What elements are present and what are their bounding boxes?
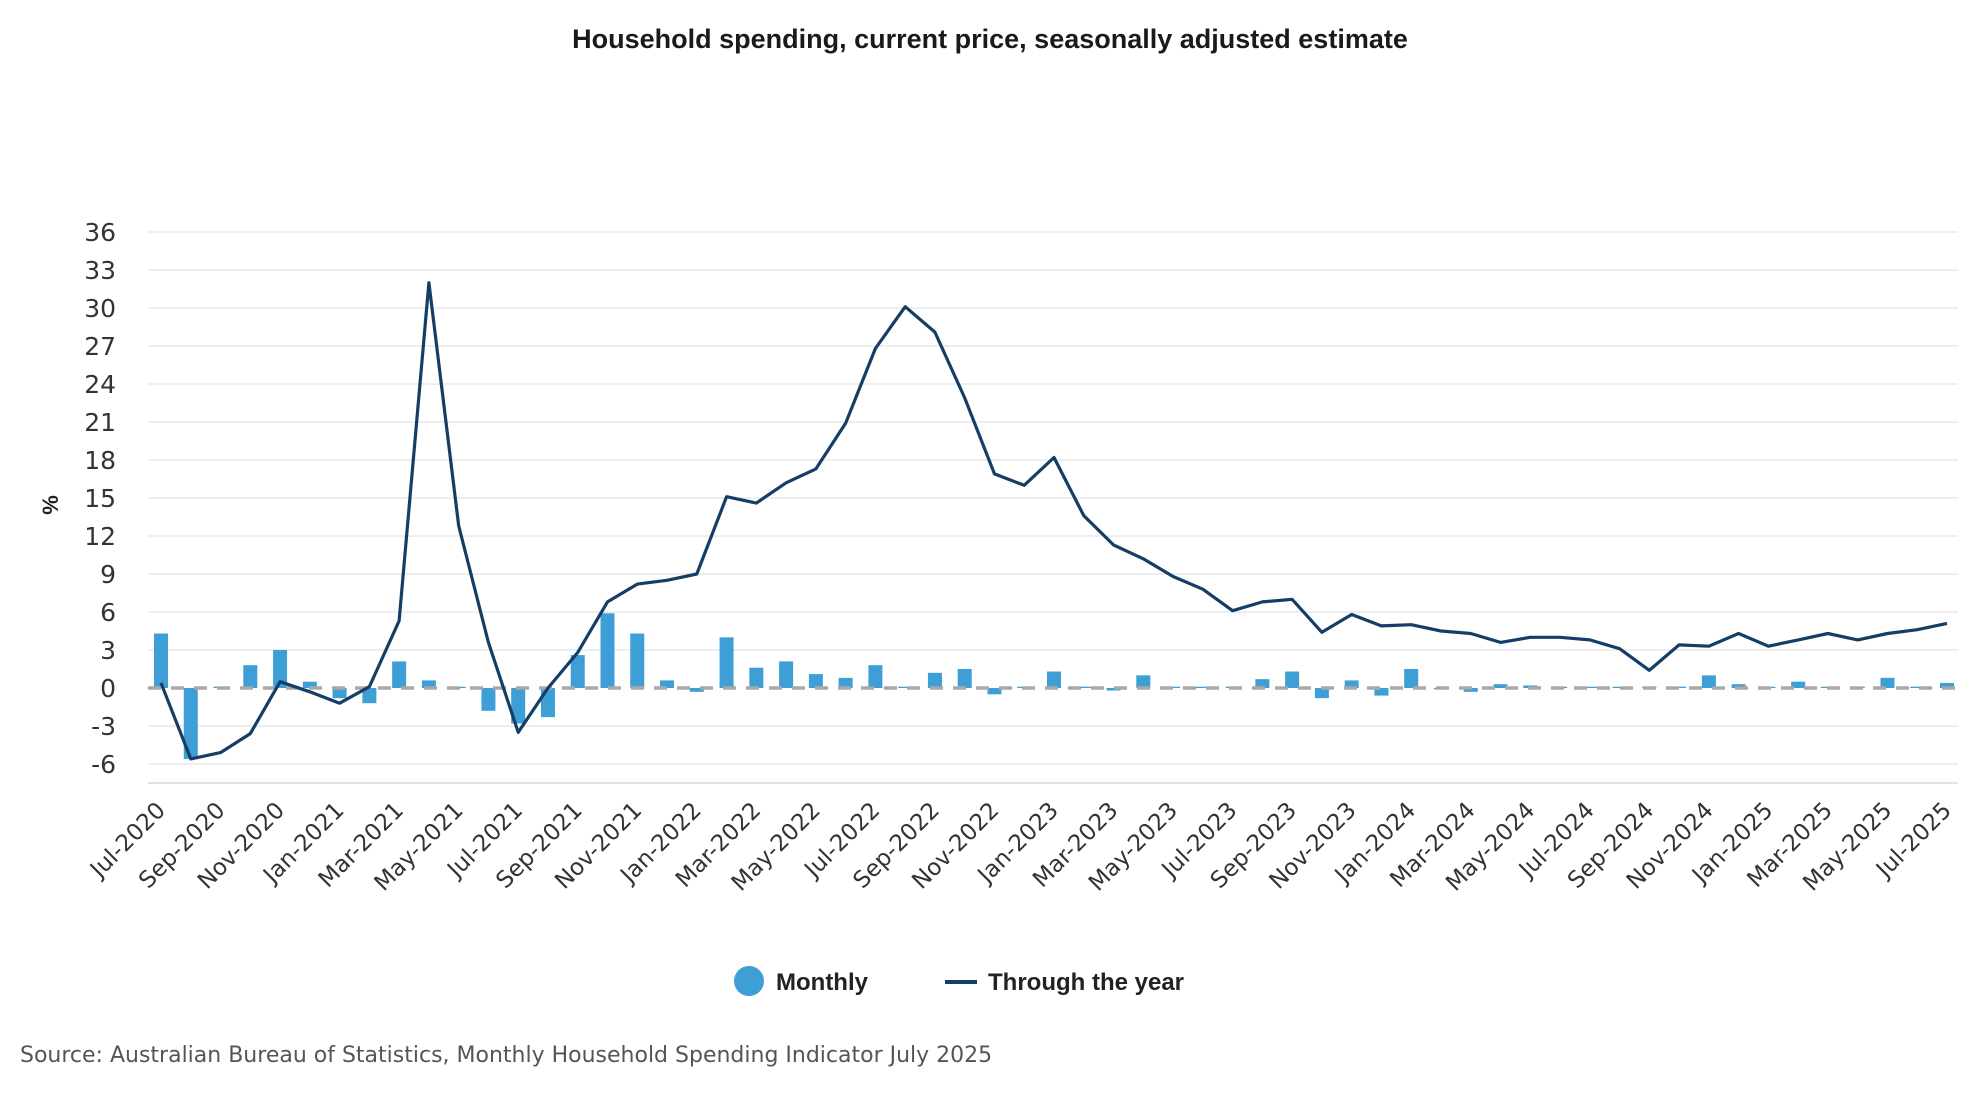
gridlines (148, 231, 1958, 784)
monthly-bar (540, 688, 555, 718)
y-tick-label: 9 (100, 560, 116, 589)
legend-monthly-marker (734, 966, 764, 996)
monthly-bar (987, 688, 1002, 695)
through-the-year-line (159, 281, 1948, 761)
y-tick-label: 6 (100, 598, 116, 627)
monthly-bar (1463, 688, 1478, 692)
y-tick-label: 12 (84, 522, 116, 551)
monthly-bar (957, 669, 972, 688)
monthly-bar (1493, 684, 1508, 688)
monthly-bar (1314, 688, 1329, 699)
monthly-bar (1791, 681, 1806, 688)
monthly-bar (570, 655, 585, 688)
y-tick-label: 24 (84, 370, 116, 399)
monthly-bar (1344, 680, 1359, 688)
monthly-bar (838, 677, 853, 688)
y-tick-label: 21 (84, 408, 116, 437)
monthly-bar (1076, 686, 1091, 688)
monthly-bar (1880, 677, 1895, 688)
y-tick-label: 3 (100, 636, 116, 665)
through-the-year-line-group (159, 281, 1948, 761)
monthly-bar (1672, 686, 1687, 688)
monthly-bar (1195, 686, 1210, 688)
monthly-bar (243, 665, 258, 688)
y-tick-label: 18 (84, 446, 116, 475)
legend: Monthly Through the year (734, 966, 1184, 996)
y-tick-label: 30 (84, 294, 116, 323)
monthly-bar (421, 680, 436, 688)
chart-title: Household spending, current price, seaso… (572, 24, 1408, 54)
monthly-bar (1374, 688, 1389, 696)
monthly-bar (1731, 684, 1746, 688)
legend-monthly-label: Monthly (776, 969, 869, 996)
monthly-bar (749, 667, 764, 688)
monthly-bar (1404, 669, 1419, 688)
monthly-bar (154, 633, 168, 688)
monthly-bar (719, 637, 734, 688)
monthly-bar (183, 688, 198, 759)
y-tick-label: 15 (84, 484, 116, 513)
monthly-bar (689, 688, 704, 692)
monthly-bar (511, 688, 526, 724)
y-tick-label: 0 (100, 674, 116, 703)
monthly-bar (660, 680, 675, 688)
monthly-bar (630, 633, 645, 688)
monthly-bar (1582, 686, 1597, 688)
monthly-bar (273, 650, 288, 688)
monthly-bar (1910, 686, 1925, 688)
monthly-bar (1106, 688, 1121, 691)
monthly-bar (1136, 675, 1151, 688)
monthly-bar (868, 665, 883, 688)
x-axis-ticks: Jul-2020Sep-2020Nov-2020Jan-2021Mar-2021… (84, 798, 1957, 897)
monthly-bar (808, 674, 823, 688)
monthly-bar (1047, 671, 1061, 688)
monthly-bar (332, 688, 347, 699)
monthly-bar (1940, 682, 1954, 688)
monthly-bars (154, 613, 1954, 759)
monthly-bar (600, 613, 615, 688)
monthly-bar (1612, 686, 1627, 688)
y-tick-label: 33 (84, 256, 116, 285)
source-note: Source: Australian Bureau of Statistics,… (20, 1043, 992, 1068)
monthly-bar (302, 681, 317, 688)
y-tick-label: -6 (91, 750, 116, 779)
y-tick-label: -3 (91, 712, 116, 741)
monthly-bar (362, 688, 377, 704)
monthly-bar (779, 661, 794, 688)
y-tick-label: 27 (84, 332, 116, 361)
monthly-bar (392, 661, 407, 688)
monthly-bar (927, 672, 942, 688)
y-axis-label: % (38, 495, 63, 515)
monthly-bar (1255, 679, 1270, 688)
monthly-bar (1166, 686, 1181, 688)
monthly-bar (1701, 675, 1716, 688)
legend-through-the-year-label: Through the year (988, 969, 1184, 996)
monthly-bar (1285, 671, 1300, 688)
monthly-bar (898, 686, 913, 688)
y-tick-label: 36 (84, 218, 116, 247)
monthly-bar (481, 688, 496, 711)
